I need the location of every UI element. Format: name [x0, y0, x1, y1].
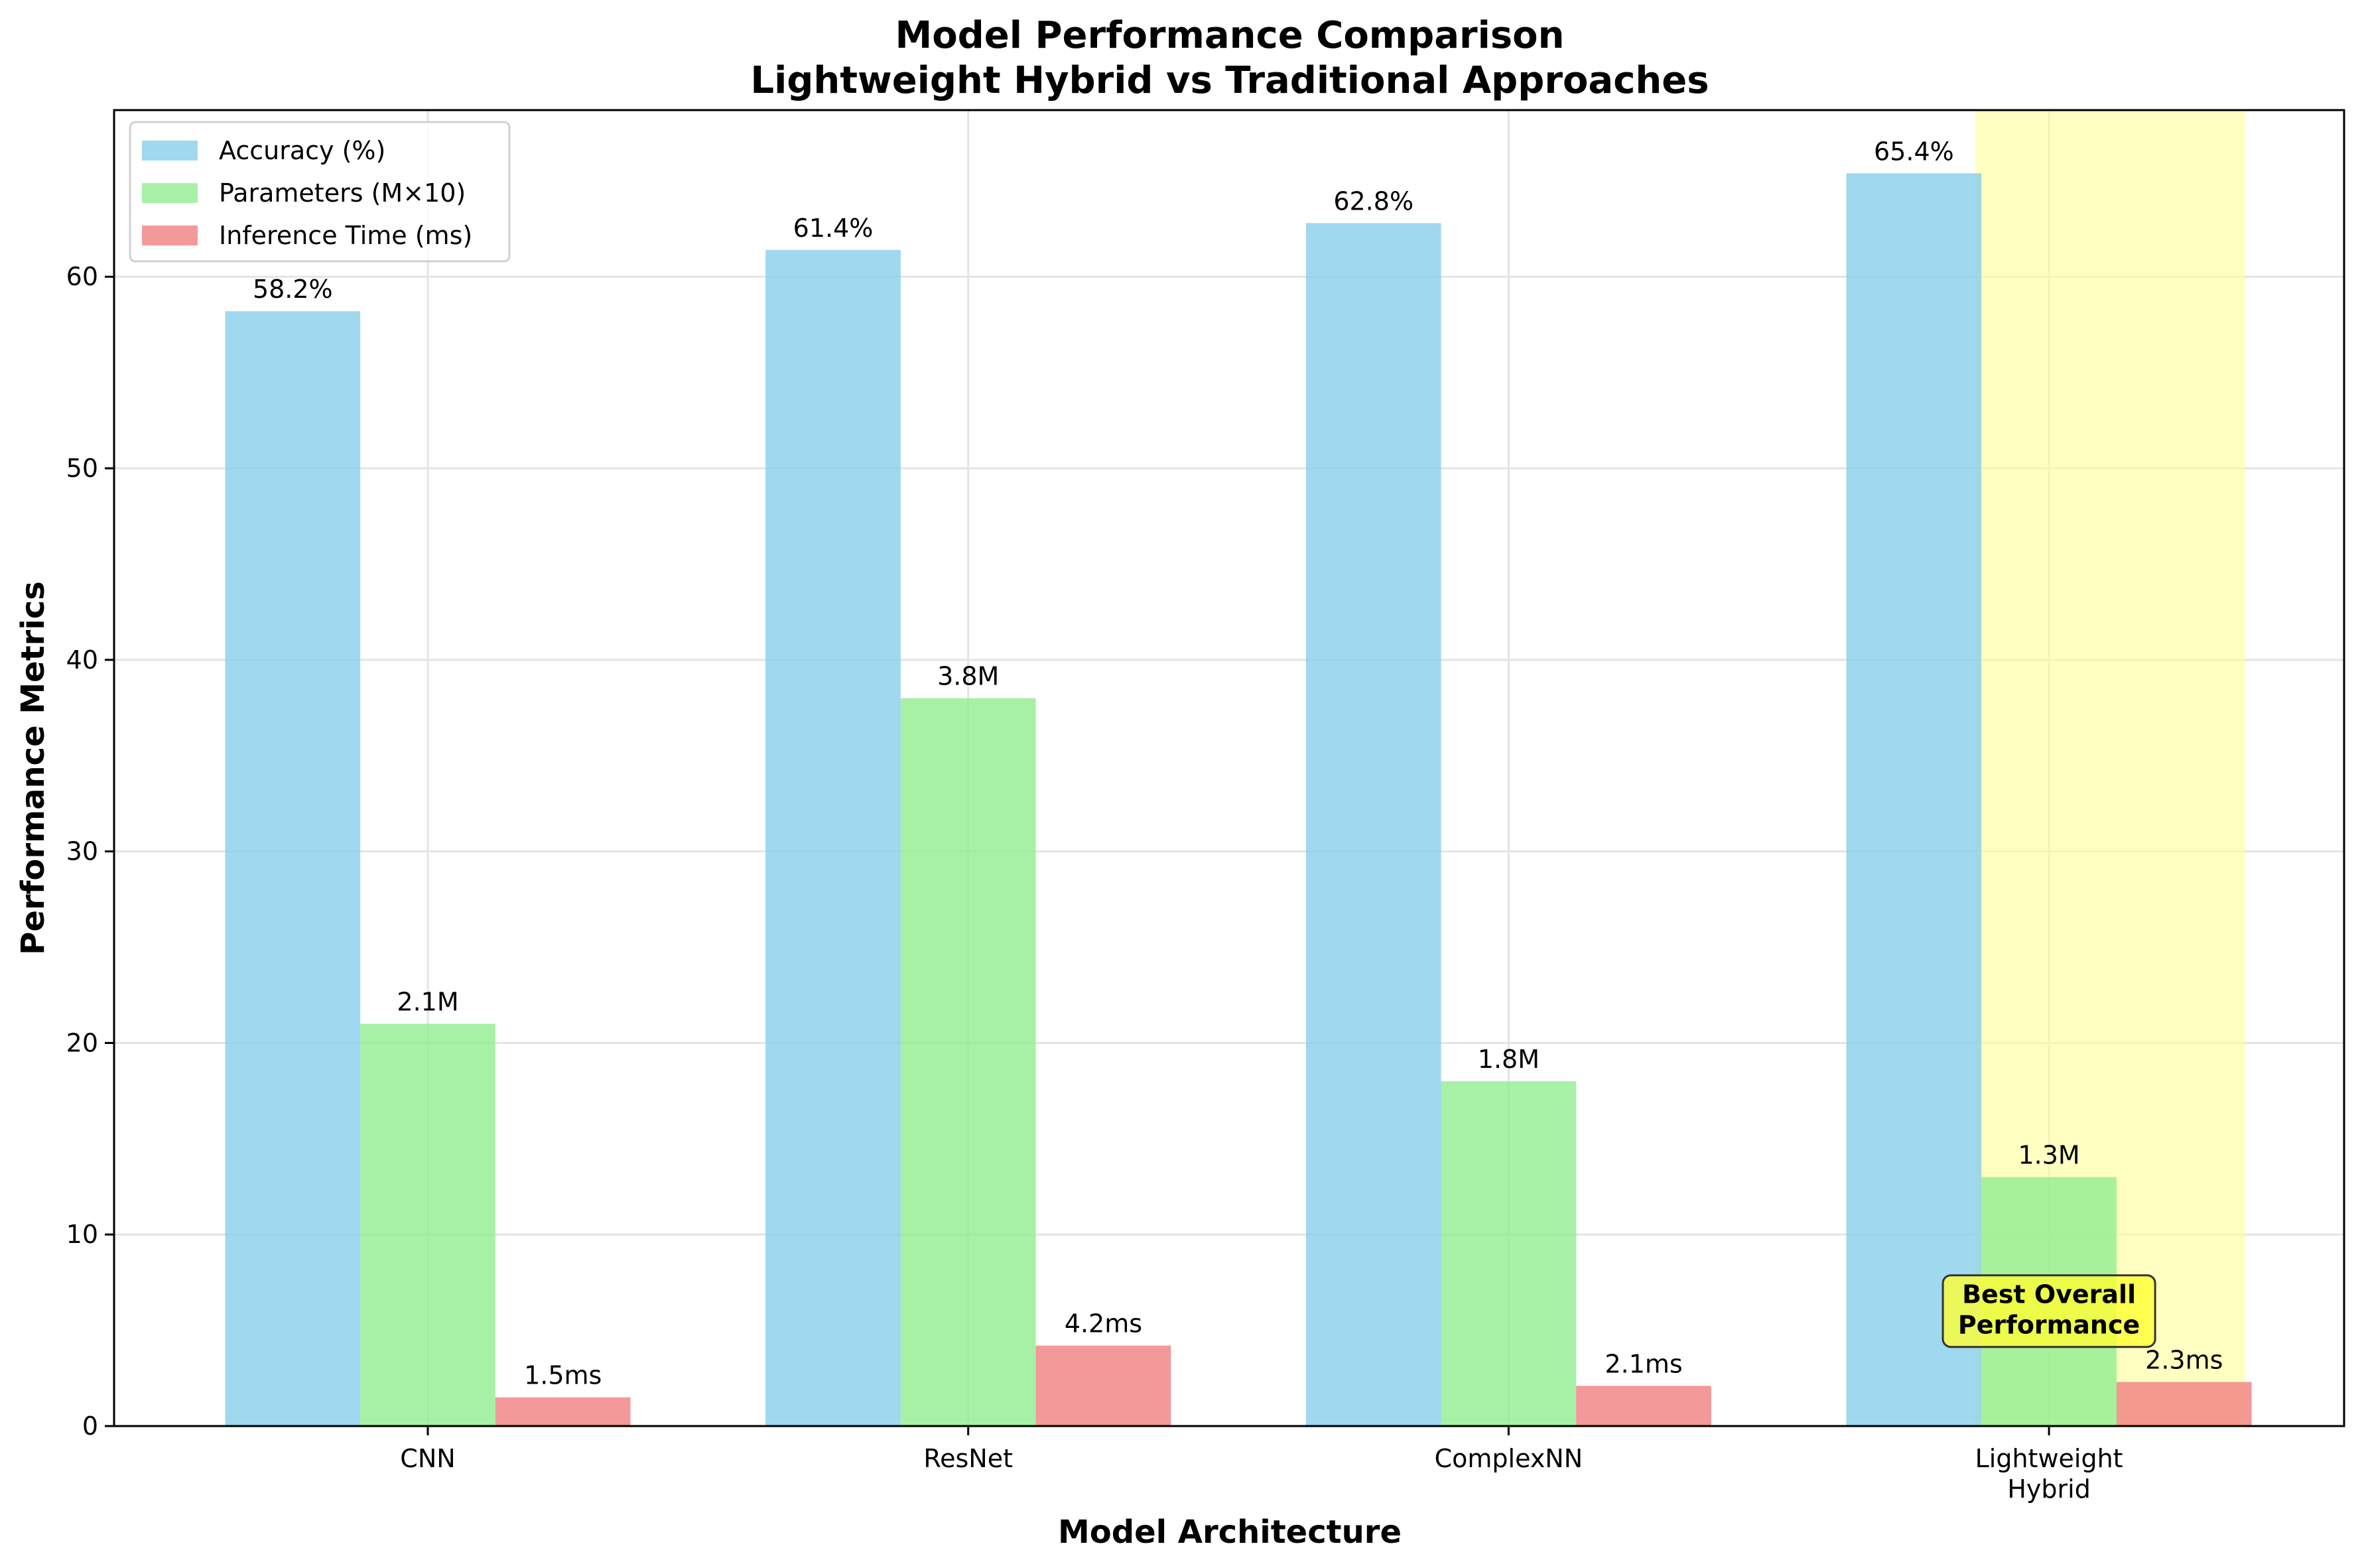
legend-swatch-1	[142, 183, 198, 203]
annotation-text: Best Overall	[1962, 1280, 2136, 1309]
x-tick-label: ResNet	[923, 1444, 1013, 1473]
data-label-1-3: 1.3M	[2018, 1141, 2079, 1170]
y-tick-label: 0	[82, 1411, 98, 1441]
legend-label-1: Parameters (M×10)	[219, 178, 466, 208]
bar-0-1	[765, 249, 901, 1426]
legend-swatch-0	[142, 141, 198, 161]
plot-frame	[113, 109, 2345, 1427]
legend-swatch-2	[142, 226, 198, 245]
y-tick-label: 40	[66, 645, 98, 675]
legend-box	[129, 121, 511, 263]
data-label-2-1: 4.2ms	[1065, 1309, 1142, 1339]
data-label-1-1: 3.8M	[937, 662, 999, 691]
data-label-2-2: 2.1ms	[1605, 1349, 1682, 1378]
data-label-1-2: 1.8M	[1478, 1045, 1540, 1074]
x-tick-label: CNN	[400, 1444, 455, 1473]
x-tick-label: ComplexNN	[1435, 1444, 1583, 1473]
legend-label-0: Accuracy (%)	[219, 136, 385, 165]
chart-subtitle: Lightweight Hybrid vs Traditional Approa…	[750, 59, 1709, 102]
legend-label-2: Inference Time (ms)	[219, 221, 472, 250]
data-label-2-3: 2.3ms	[2145, 1346, 2223, 1375]
data-label-0-0: 58.2%	[253, 275, 333, 304]
y-tick-label: 20	[66, 1028, 98, 1057]
y-axis-ticks: 0 10 20 30 40 50 60	[66, 262, 114, 1441]
bar-2-0	[495, 1397, 631, 1426]
y-axis-label: Performance Metrics	[15, 581, 52, 955]
legend: Accuracy (%) Parameters (M×10) Inference T…	[129, 121, 511, 263]
annotation-box	[1941, 1274, 2156, 1348]
data-label-1-0: 2.1M	[397, 988, 458, 1017]
bar-0-0	[225, 311, 361, 1426]
y-tick-label: 10	[66, 1220, 98, 1249]
y-tick-label: 30	[66, 837, 98, 866]
data-label-0-2: 62.8%	[1333, 186, 1413, 216]
x-tick-label: Hybrid	[2007, 1474, 2091, 1504]
x-axis-label: Model Architecture	[1058, 1514, 1402, 1551]
bar-2-1	[1035, 1345, 1171, 1426]
data-labels: 58.2% 61.4% 62.8% 65.4% 2.1M 3.8M 1.8M 1.3M 1.5m…	[253, 137, 2223, 1390]
data-label-0-3: 65.4%	[1874, 137, 1954, 166]
x-tick-label: Lightweight	[1975, 1444, 2123, 1473]
bar-0-3	[1846, 173, 1982, 1427]
data-label-0-1: 61.4%	[793, 214, 874, 243]
bar-1-2	[1441, 1081, 1577, 1426]
bar-1-0	[360, 1023, 495, 1426]
bar-0-2	[1305, 223, 1441, 1426]
bar-1-1	[900, 698, 1036, 1426]
y-tick-label: 60	[66, 262, 98, 291]
data-label-2-0: 1.5ms	[524, 1361, 602, 1390]
bars	[225, 173, 2252, 1427]
annotation-text: Performance	[1958, 1311, 2140, 1340]
bar-2-3	[2116, 1382, 2252, 1426]
chart-title: Model Performance Comparison	[895, 14, 1564, 57]
y-tick-label: 50	[66, 454, 98, 483]
bar-2-2	[1576, 1386, 1711, 1426]
